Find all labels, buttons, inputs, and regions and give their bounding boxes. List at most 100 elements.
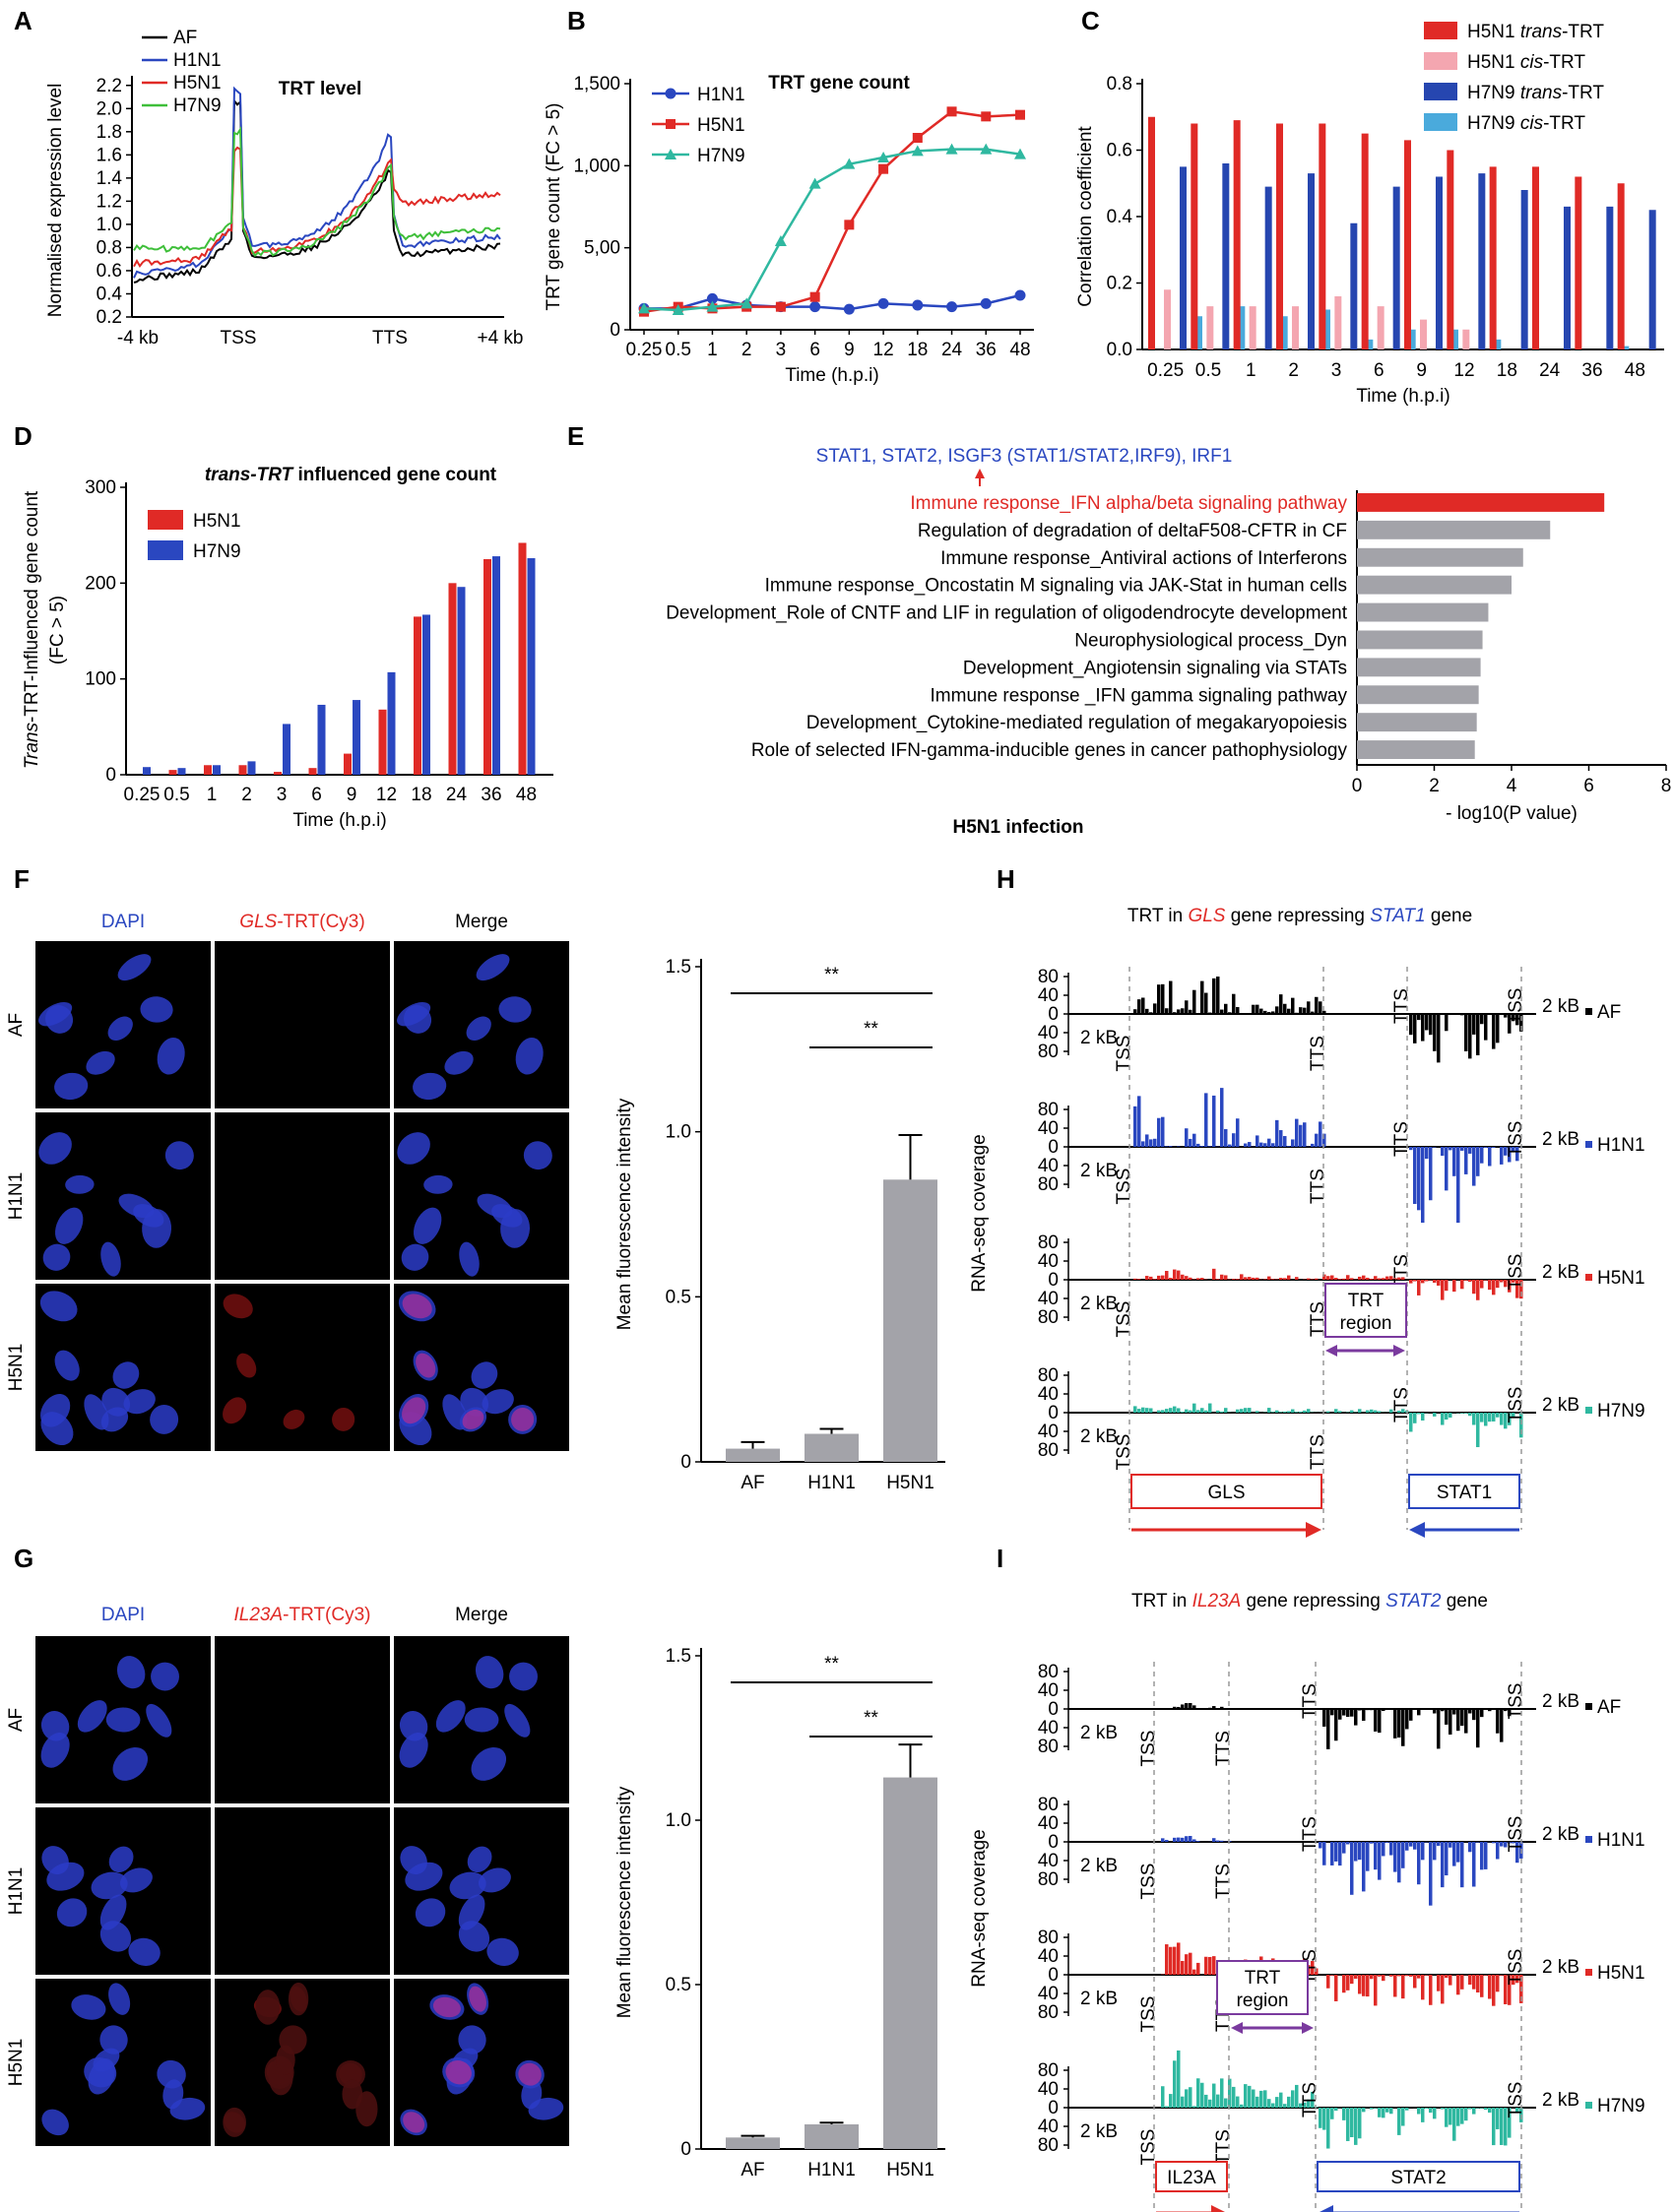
coverage-bar — [1141, 1407, 1145, 1413]
coverage-bar — [1311, 1961, 1315, 1975]
point-H1N1 — [980, 297, 992, 309]
coverage-bar — [1153, 1279, 1157, 1280]
nucleus — [77, 1700, 107, 1733]
coverage-bar — [1326, 1276, 1330, 1280]
x-tick-label: 6 — [809, 340, 820, 360]
coverage-bar — [1370, 1842, 1374, 1844]
bar-H5N1 — [378, 709, 387, 775]
coverage-bar — [1393, 1842, 1397, 1872]
coverage-bar — [1488, 1709, 1492, 1712]
panel-label-I: I — [997, 1544, 1003, 1573]
coverage-bar — [1472, 1147, 1476, 1186]
coverage-bar — [1307, 1001, 1311, 1014]
coverage-bar — [1385, 1276, 1389, 1280]
coverage-bar — [1500, 1147, 1504, 1165]
coverage-bar — [1409, 1842, 1413, 1847]
coverage-bar — [1149, 1012, 1153, 1014]
tss-tts-label: TSS — [1506, 1683, 1526, 1720]
tss-tts-label: TSS — [1506, 2082, 1526, 2118]
coverage-bar — [1319, 1121, 1322, 1147]
coverage-bar — [1358, 1409, 1362, 1413]
y-tick-label: 1.0 — [666, 1122, 691, 1143]
coverage-bar — [1256, 1411, 1259, 1413]
coverage-bar — [1177, 1146, 1181, 1147]
nucleus — [41, 2109, 69, 2136]
coverage-bar — [1362, 1709, 1366, 1721]
nucleus — [471, 1361, 498, 1389]
coverage-bar — [1437, 1842, 1441, 1847]
coverage-bar — [1456, 1147, 1460, 1224]
coverage-bar — [1512, 1413, 1515, 1418]
signal-spot — [276, 2045, 295, 2075]
bar-H7N9 — [317, 704, 326, 775]
row-label: H1N1 — [6, 1172, 27, 1221]
coverage-bar — [1263, 1412, 1267, 1413]
y-tick-label: 0.4 — [1107, 207, 1133, 227]
bar-H7N9-trans-TRT — [1350, 222, 1358, 349]
y-tick-label: 40 — [1038, 1813, 1059, 1834]
coverage-bar — [1515, 1014, 1519, 1026]
bar-pathway — [1357, 547, 1523, 567]
coverage-bar — [1362, 1842, 1366, 1892]
point-H1N1 — [1014, 289, 1026, 301]
coverage-bar — [1275, 2097, 1279, 2108]
nucleus — [65, 1174, 95, 1194]
coverage-bar — [1504, 1842, 1508, 1848]
gene-arrowhead-b — [1320, 2205, 1333, 2212]
nucleus — [142, 1209, 172, 1248]
coverage-bar — [1334, 1409, 1338, 1413]
coverage-bar — [1157, 1410, 1161, 1413]
row-label: H5N1 — [6, 1344, 27, 1392]
bar-H7N9-trans-TRT — [1180, 166, 1187, 349]
signal-spot — [402, 1294, 432, 1319]
nucleus — [482, 1389, 514, 1415]
coverage-bar — [1173, 1012, 1177, 1014]
coverage-bar — [1429, 2108, 1433, 2114]
bar-H5N1-trans-TRT — [1404, 140, 1411, 349]
bar-H5N1-cis-TRT — [1462, 329, 1470, 349]
coverage-bar — [1421, 1014, 1425, 1042]
y-tick-label: 1.5 — [666, 1646, 691, 1667]
scale-label: 2 kB — [1080, 1161, 1118, 1181]
coverage-bar — [1421, 1280, 1425, 1284]
legend-label: H7N9 cis-TRT — [1467, 113, 1585, 134]
coverage-bar — [1303, 1122, 1307, 1147]
signal-spot — [223, 1397, 247, 1424]
pathway-label: Development_Cytokine-mediated regulation… — [806, 713, 1347, 733]
coverage-bar — [1484, 2108, 1488, 2111]
coverage-bar — [1204, 1410, 1208, 1413]
x-tick-label: 48 — [1009, 340, 1030, 360]
coverage-bar — [1515, 1975, 1519, 1984]
tss-tts-label: TTS — [1308, 1169, 1328, 1204]
x-tick-label: 36 — [1581, 360, 1602, 381]
coverage-bar — [1354, 1709, 1358, 1726]
coverage-bar — [1232, 2086, 1236, 2108]
coverage-bar — [1192, 1705, 1196, 1709]
nucleus — [458, 1894, 485, 1930]
coverage-bar — [1484, 1413, 1488, 1426]
coverage-bar — [1334, 1278, 1338, 1280]
chart-title: TRT gene count — [768, 73, 910, 94]
coverage-bar — [1196, 2078, 1200, 2108]
tss-tts-label: TSS — [1138, 1864, 1159, 1900]
coverage-bar — [1342, 1278, 1346, 1280]
coverage-bar — [1508, 1413, 1512, 1425]
x-tick-label: 1 — [707, 340, 718, 360]
nucleus — [151, 1662, 179, 1691]
coverage-bar — [1496, 1413, 1500, 1418]
nucleus — [413, 1207, 442, 1244]
coverage-bar — [1488, 1147, 1492, 1167]
bar-H7N9 — [422, 614, 430, 775]
coverage-bar — [1322, 1010, 1326, 1014]
nucleus — [471, 1746, 507, 1781]
tss-tts-label: TSS — [1138, 1731, 1159, 1767]
bar-pathway — [1357, 658, 1481, 677]
y-tick-label: 0.2 — [1107, 274, 1132, 294]
coverage-bar — [1334, 1842, 1338, 1862]
legend-marker — [665, 88, 676, 99]
panel-label-B: B — [567, 6, 586, 35]
bar-H5N1-trans-TRT — [1532, 166, 1539, 349]
y-tick-label: 80 — [1038, 1365, 1059, 1386]
nucleus — [112, 1746, 149, 1781]
coverage-bar — [1334, 1709, 1338, 1741]
